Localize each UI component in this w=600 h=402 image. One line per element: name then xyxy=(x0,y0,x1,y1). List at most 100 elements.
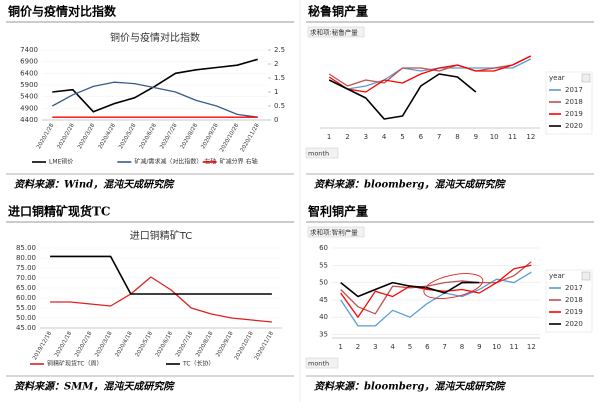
y2-tick-label: 0 xyxy=(274,116,278,124)
y2-tick-label: 1 xyxy=(274,88,278,96)
x-field-button xyxy=(305,147,339,159)
series-line xyxy=(328,73,477,120)
field-button xyxy=(307,26,365,38)
x-tick-label: 5 xyxy=(408,343,412,351)
legend-title: year xyxy=(549,272,565,280)
panel-heading: 进口铜精矿现货TC xyxy=(8,204,110,219)
legend-label: 矿减分界 右轴 xyxy=(220,158,258,166)
series-line xyxy=(328,55,532,87)
y-tick-label: 4400 xyxy=(20,116,38,124)
x-tick-label: 2 xyxy=(345,133,349,141)
source-note: 资料来源：SMM，混沌天成研究院 xyxy=(14,381,175,393)
x-field-label: month xyxy=(308,360,329,368)
series-line xyxy=(50,255,272,295)
y-tick-label: 7400 xyxy=(20,46,38,54)
panel-heading: 智利铜产量 xyxy=(307,204,368,219)
y2-tick-label: 1.5 xyxy=(274,74,285,82)
series-line xyxy=(328,55,532,93)
legend-box xyxy=(545,71,593,135)
legend-label: 2020 xyxy=(565,122,583,130)
legend-title: year xyxy=(549,74,565,82)
y-tick-label: 45 xyxy=(319,296,328,304)
x-tick-label: 3 xyxy=(364,133,368,141)
x-tick-label: 9 xyxy=(477,343,481,351)
y-tick-label: 50.00 xyxy=(16,314,36,322)
y-tick-label: 4900 xyxy=(20,104,38,112)
y-tick-label: 45.00 xyxy=(16,324,36,332)
y2-tick-label: 2 xyxy=(274,60,278,68)
y-tick-label: 55 xyxy=(319,261,328,269)
x-tick-label: 12 xyxy=(526,133,535,141)
y-tick-label: 70.00 xyxy=(16,274,36,282)
source-note: 资料来源：bloomberg，混沌天成研究院 xyxy=(314,179,506,191)
legend-label: 2017 xyxy=(565,86,583,94)
series-line xyxy=(51,81,258,118)
y-tick-label: 85.00 xyxy=(16,244,36,252)
legend-label: 2017 xyxy=(565,284,583,292)
x-tick-label: 11 xyxy=(508,133,517,141)
series-line xyxy=(340,281,480,298)
x-tick-label: 5 xyxy=(400,133,404,141)
chart-title: 进口铜精矿TC xyxy=(130,229,193,242)
field-button xyxy=(307,226,365,238)
legend-label: 铜精矿现货TC（周） xyxy=(47,360,103,368)
legend-label: 2019 xyxy=(565,110,583,118)
source-note: 资料来源：bloomberg，混沌天成研究院 xyxy=(314,381,506,393)
panel-heading: 秘鲁铜产量 xyxy=(308,4,368,19)
x-field-label: month xyxy=(308,150,329,158)
panel-heading: 铜价与疫情对比指数 xyxy=(8,4,117,19)
series-line xyxy=(340,261,532,315)
x-tick-label: 7 xyxy=(437,133,441,141)
field-label: 求和项:智利产量 xyxy=(310,228,358,237)
panel: 智利铜产量资料来源：bloomberg，混沌天成研究院求和项:智利产量35404… xyxy=(305,204,594,393)
x-tick-label: 9 xyxy=(474,133,478,141)
x-tick-label: 8 xyxy=(455,133,459,141)
x-tick-label: 1 xyxy=(338,343,342,351)
y2-tick-label: 0.5 xyxy=(274,102,285,110)
legend-box xyxy=(545,269,593,333)
y-tick-label: 65.00 xyxy=(16,284,36,292)
y-tick-label: 40 xyxy=(319,313,328,321)
legend-label: 矿减/需求减（对比指数） 右轴 xyxy=(134,158,216,166)
field-label: 求和项:秘鲁产量 xyxy=(310,28,358,37)
x-tick-label: 4 xyxy=(382,133,387,141)
x-tick-label: 11 xyxy=(510,343,519,351)
y-tick-label: 55.00 xyxy=(16,304,36,312)
x-tick-label: 4 xyxy=(390,343,395,351)
legend-label: TC（长协） xyxy=(182,360,215,368)
filter-icon xyxy=(581,271,591,281)
legend-label: 2020 xyxy=(565,320,583,328)
x-tick-label: 3 xyxy=(373,343,377,351)
x-tick-label: 7 xyxy=(442,343,446,351)
x-tick-label: 8 xyxy=(460,343,464,351)
y-tick-label: 75.00 xyxy=(16,264,36,272)
x-tick-label: 1 xyxy=(327,133,331,141)
legend-label: LME铜价 xyxy=(49,158,73,166)
y2-tick-label: 2.5 xyxy=(274,46,285,54)
legend-label: 2018 xyxy=(565,98,583,106)
x-tick-label: 10 xyxy=(492,343,501,351)
y-tick-label: 60 xyxy=(319,244,328,252)
y-tick-label: 5400 xyxy=(20,93,38,101)
y-tick-label: 35 xyxy=(319,331,328,339)
filter-icon xyxy=(581,73,591,83)
chart-title: 铜价与疫情对比指数 xyxy=(110,31,200,44)
x-field-button xyxy=(305,357,339,369)
series-line xyxy=(52,58,258,113)
highlight-circle xyxy=(423,273,484,299)
y-tick-label: 60.00 xyxy=(16,294,36,302)
y-tick-label: 6400 xyxy=(20,69,38,77)
series-line xyxy=(50,276,272,323)
x-tick-label: 6 xyxy=(425,343,430,351)
y-tick-label: 50 xyxy=(319,279,328,287)
y-tick-label: 80.00 xyxy=(16,254,36,262)
x-tick-label: 10 xyxy=(490,133,499,141)
x-tick-label: 12 xyxy=(527,343,536,351)
y-tick-label: 5900 xyxy=(20,81,38,89)
legend-label: 2019 xyxy=(565,308,583,316)
y-tick-label: 6900 xyxy=(20,58,38,66)
legend-label: 2018 xyxy=(565,296,583,304)
